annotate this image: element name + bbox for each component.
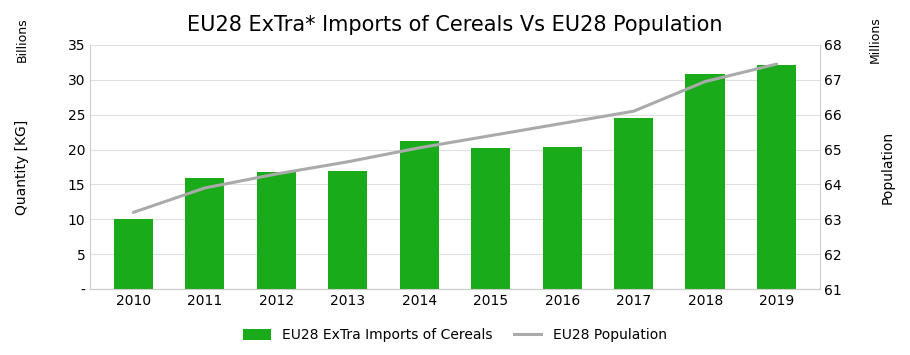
Bar — [614, 118, 653, 289]
Bar — [399, 141, 439, 289]
Title: EU28 ExTra* Imports of Cereals Vs EU28 Population: EU28 ExTra* Imports of Cereals Vs EU28 P… — [187, 15, 723, 35]
Bar — [329, 170, 368, 289]
Y-axis label: Population: Population — [881, 131, 895, 204]
Bar — [257, 172, 296, 289]
Bar — [542, 147, 581, 289]
Bar — [685, 74, 724, 289]
Text: Millions: Millions — [868, 17, 882, 64]
Text: Billions: Billions — [15, 18, 28, 62]
Bar — [185, 178, 225, 289]
Bar — [757, 65, 796, 289]
Bar — [114, 219, 153, 289]
Legend: EU28 ExTra Imports of Cereals, EU28 Population: EU28 ExTra Imports of Cereals, EU28 Popu… — [238, 323, 672, 348]
Bar — [471, 148, 511, 289]
Y-axis label: Quantity [KG]: Quantity [KG] — [15, 119, 29, 215]
